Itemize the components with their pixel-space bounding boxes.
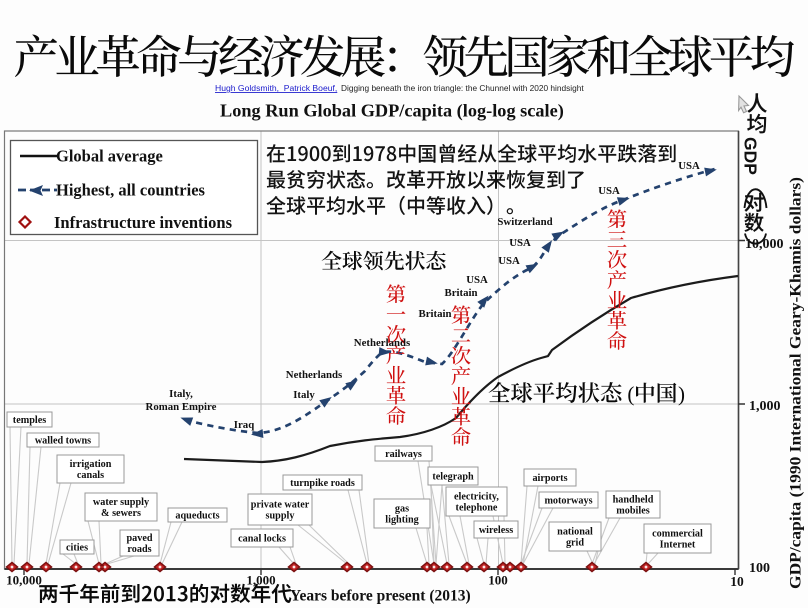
svg-text:Italy,: Italy, <box>169 388 193 400</box>
svg-text:10,000: 10,000 <box>745 237 784 252</box>
svg-text:& sewers: & sewers <box>101 508 141 519</box>
svg-text:Global average: Global average <box>56 147 163 166</box>
svg-text:water supply: water supply <box>93 497 149 508</box>
svg-text:GDP/capita (1990 International: GDP/capita (1990 International Geary-Kha… <box>786 177 805 589</box>
svg-text:Years before present (2013): Years before present (2013) <box>290 588 471 605</box>
svg-text:Internet: Internet <box>660 540 696 551</box>
svg-text:): ) <box>678 382 685 406</box>
svg-text:supply: supply <box>266 511 295 522</box>
svg-text:Infrastructure inventions: Infrastructure inventions <box>54 213 233 232</box>
svg-text:airports: airports <box>532 473 567 484</box>
svg-text:Hugh Goldsmith, Patrick Boeuf: Hugh Goldsmith, Patrick Boeuf, <box>215 83 337 93</box>
svg-text:Iraq: Iraq <box>234 419 254 431</box>
svg-text:lighting: lighting <box>385 515 418 526</box>
svg-text:Highest, all countries: Highest, all countries <box>56 181 206 200</box>
svg-text:Britain: Britain <box>445 287 478 299</box>
svg-text:USA: USA <box>466 274 488 286</box>
svg-text:roads: roads <box>127 544 151 555</box>
svg-text:gas: gas <box>395 504 409 515</box>
svg-text:telegraph: telegraph <box>432 472 474 483</box>
svg-text:100: 100 <box>488 573 508 588</box>
svg-text:cities: cities <box>66 543 88 554</box>
svg-text:paved: paved <box>126 533 152 544</box>
svg-text:Roman Empire: Roman Empire <box>146 401 217 413</box>
svg-text:grid: grid <box>566 538 584 549</box>
svg-text:1,000: 1,000 <box>246 573 275 588</box>
svg-text:USA: USA <box>498 255 520 267</box>
svg-text:GDP: GDP <box>741 137 761 175</box>
svg-text:electricity,: electricity, <box>454 492 499 503</box>
svg-text:motorways: motorways <box>544 496 592 507</box>
svg-text:Digging beneath the iron trian: Digging beneath the iron triangle: the C… <box>341 83 584 93</box>
svg-text:10,000: 10,000 <box>6 573 42 588</box>
svg-text:national: national <box>557 527 593 538</box>
svg-text:Netherlands: Netherlands <box>286 369 342 381</box>
svg-text:turnpike roads: turnpike roads <box>290 478 355 489</box>
svg-text:temples: temples <box>13 415 46 426</box>
svg-text:railways: railways <box>385 449 422 460</box>
svg-text:canals: canals <box>77 470 104 481</box>
svg-text:telephone: telephone <box>456 503 498 514</box>
svg-text:wireless: wireless <box>479 525 513 536</box>
svg-text:Long Run Global GDP/capita (lo: Long Run Global GDP/capita (log-log scal… <box>220 101 564 122</box>
svg-text:USA: USA <box>598 185 620 197</box>
svg-text:aqueducts: aqueducts <box>175 511 219 522</box>
svg-text:(: ( <box>627 382 634 406</box>
svg-text:Netherlands: Netherlands <box>354 337 410 349</box>
svg-text:Italy: Italy <box>293 389 315 401</box>
svg-text:walled towns: walled towns <box>35 436 91 447</box>
svg-text:canal locks: canal locks <box>238 534 286 545</box>
svg-text:1,000: 1,000 <box>749 399 781 414</box>
svg-text:commercial: commercial <box>652 529 703 540</box>
svg-text:Switzerland: Switzerland <box>497 216 552 228</box>
svg-text:Britain: Britain <box>419 308 452 320</box>
svg-text:irrigation: irrigation <box>70 459 112 470</box>
svg-text:USA: USA <box>678 160 700 172</box>
svg-text:handheld: handheld <box>613 495 654 506</box>
svg-text:100: 100 <box>749 561 770 576</box>
svg-text:mobiles: mobiles <box>616 506 649 517</box>
svg-text:10: 10 <box>730 574 744 589</box>
svg-text:private water: private water <box>251 500 310 511</box>
svg-text:USA: USA <box>509 237 531 249</box>
